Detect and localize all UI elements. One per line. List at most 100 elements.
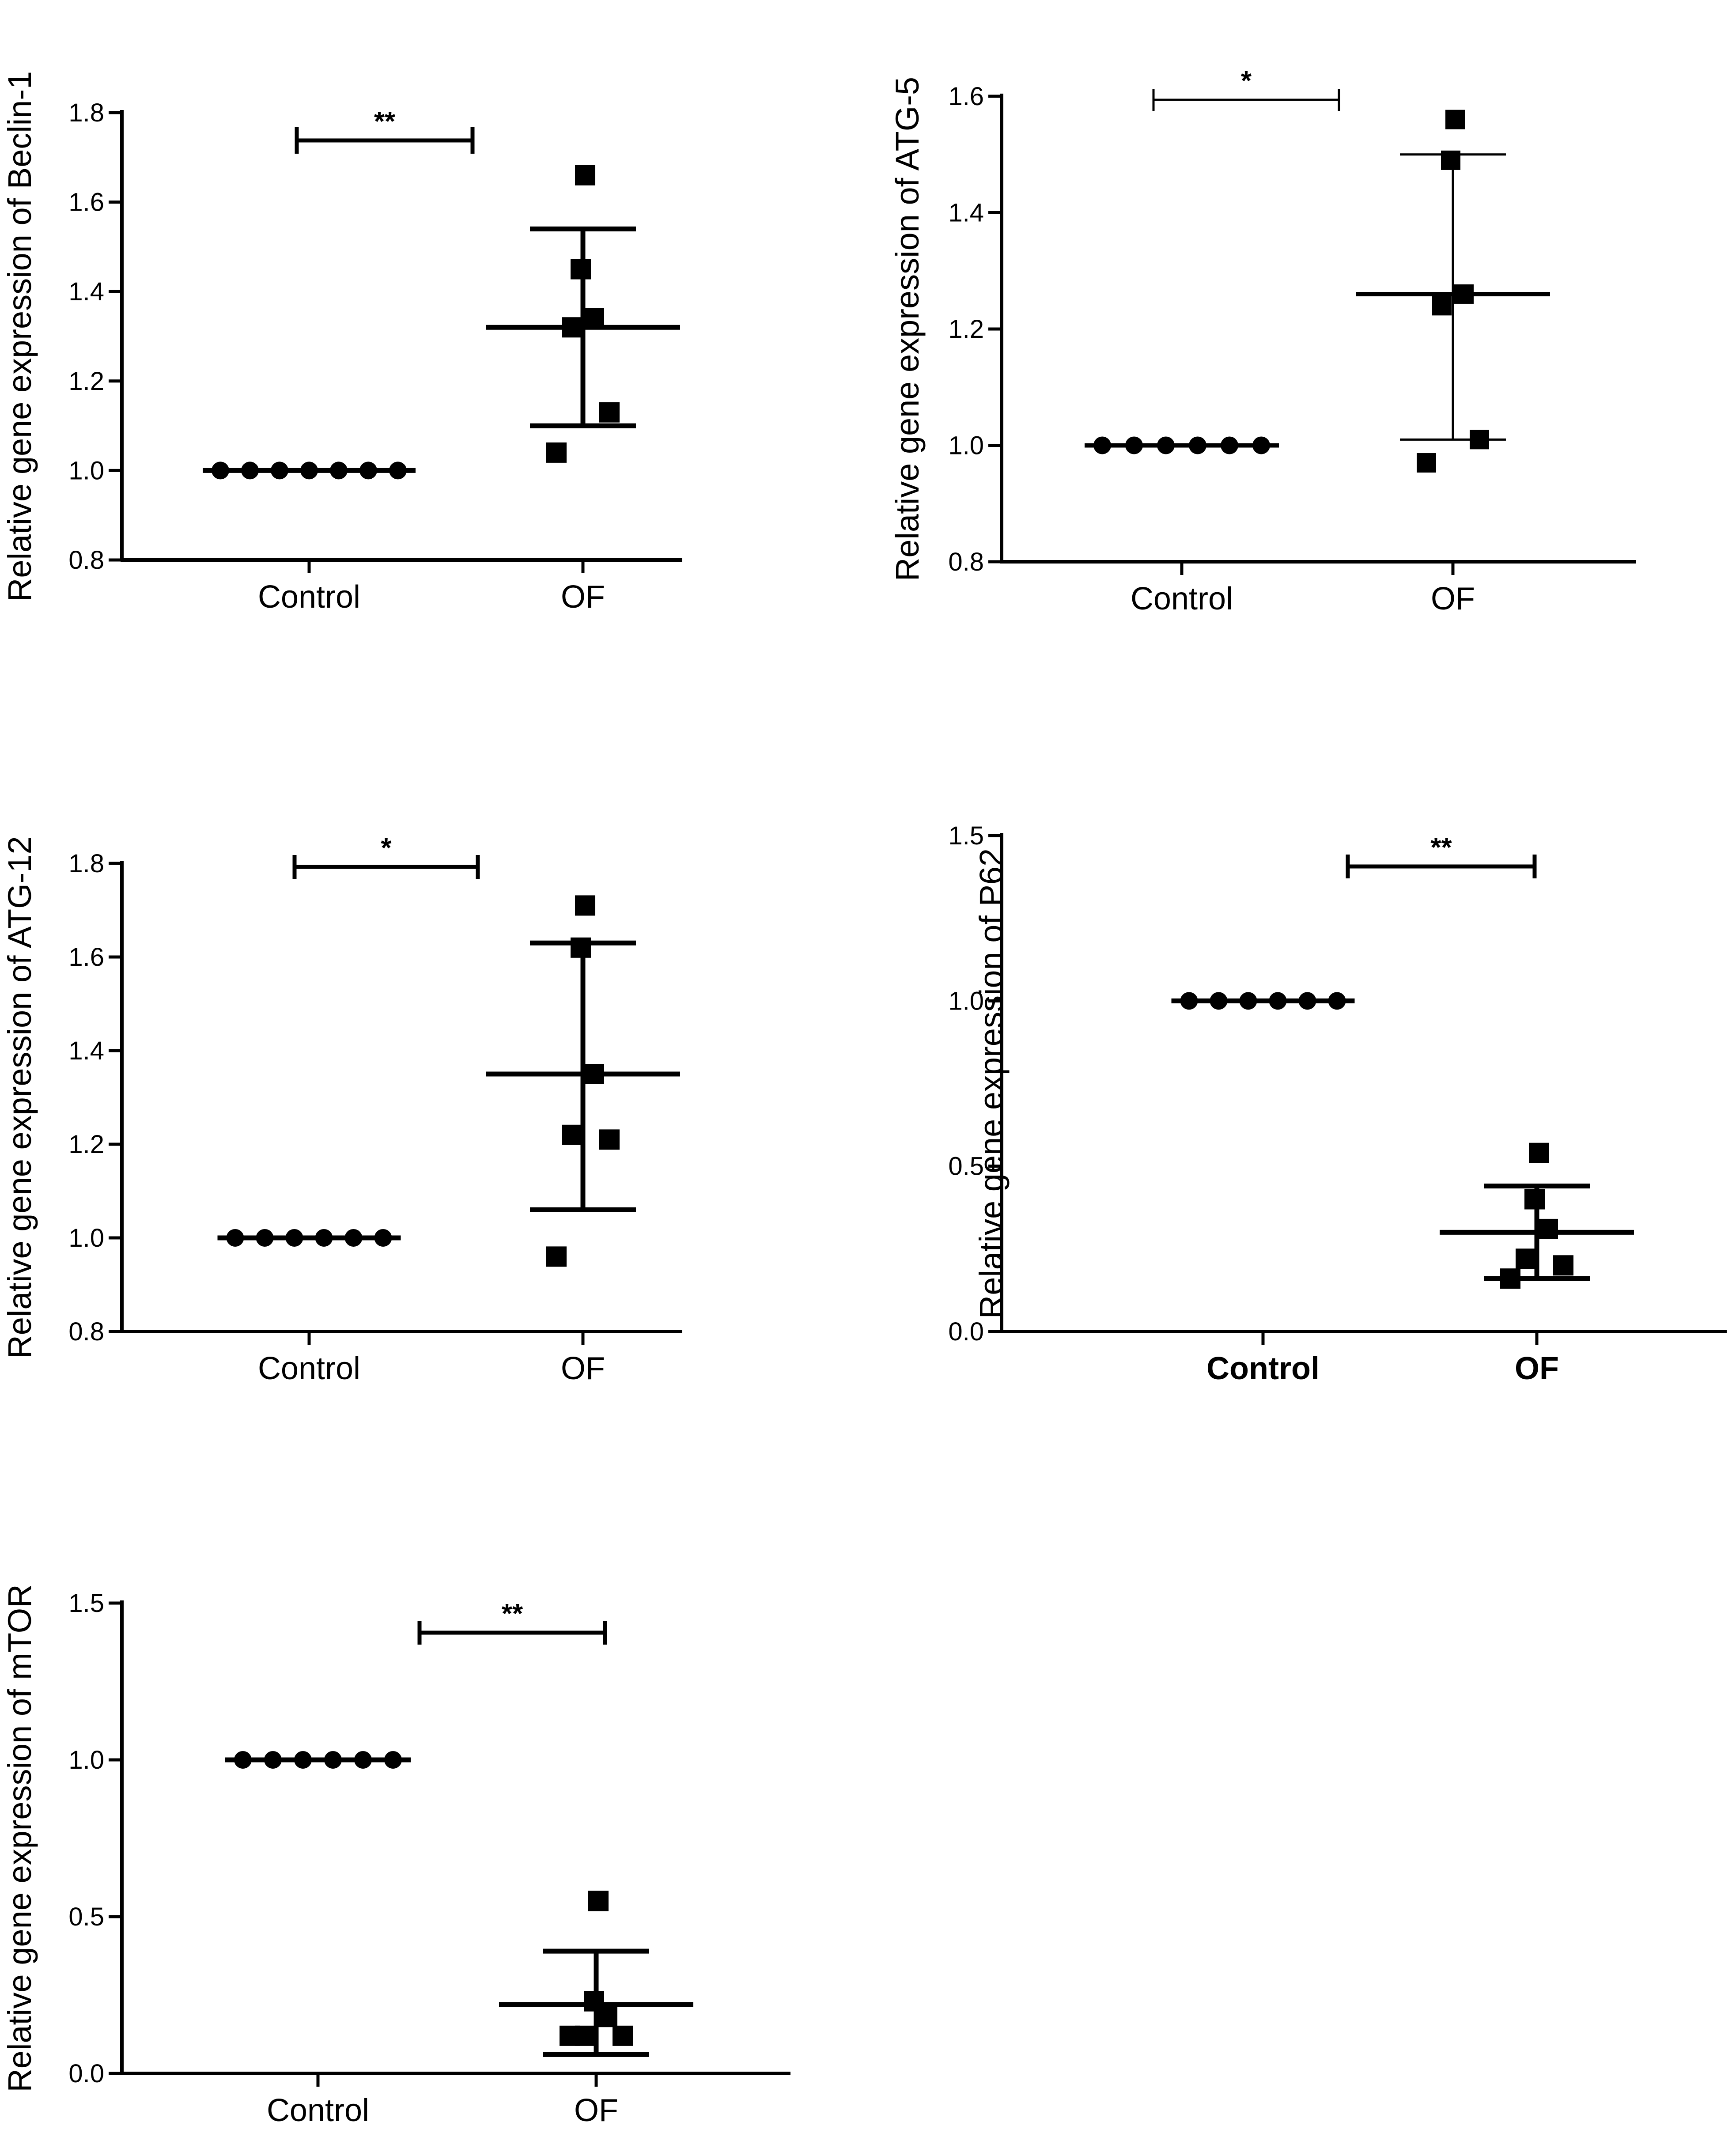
of-point [1516,1248,1536,1269]
y-tick-label: 1.2 [948,315,984,344]
y-axis-label: Relative gene expression of ATG-5 [889,77,926,581]
control-point [389,461,407,480]
chart-4: 0.0 0.5 1.0 1.5 Control OF Relative gene expre… [948,821,1727,1386]
of-point [562,1124,582,1145]
control-point [359,461,377,480]
of-point [571,259,591,280]
of-point [584,1064,604,1084]
x-category-label-of: OF [574,2093,618,2128]
of-point [613,2025,633,2046]
significance-label: ** [374,106,396,137]
y-tick-label: 1.0 [68,1224,104,1252]
x-category-label-control: Control [258,1351,360,1386]
control-point [1210,992,1228,1010]
of-point [571,937,591,958]
of-point [1470,430,1489,450]
y-tick-label: 1.6 [68,943,104,972]
control-point [285,1229,303,1247]
y-tick-label: 1.0 [948,987,984,1015]
control-point [226,1229,244,1247]
y-axis-label: Relative gene expression of ATG-12 [1,836,38,1358]
of-point [546,1246,567,1267]
of-point [1538,1218,1558,1239]
chart-2: 0.8 1.0 1.2 1.4 1.6 Control OF Relative gene ex… [889,66,1636,617]
control-point [264,1751,282,1769]
of-point [562,317,582,338]
of-point [1417,453,1436,473]
control-point [1328,992,1346,1010]
y-tick-label: 0.8 [948,548,984,576]
control-point [1269,992,1287,1010]
control-point [256,1229,274,1247]
y-tick-label: 1.5 [948,821,984,850]
of-point [546,442,567,463]
control-point [1298,992,1316,1010]
chart-5: 0.0 0.5 1.0 1.5 Control OF Relative gene expre… [1,1584,790,2128]
x-category-label-control: Control [1206,1351,1320,1386]
of-point [560,2025,580,2046]
control-point [1180,992,1198,1010]
y-tick-label: 1.0 [948,431,984,460]
y-axis-label: Relative gene expression of mTOR [1,1584,38,2092]
of-point [1432,296,1452,316]
x-category-label-control: Control [258,579,360,615]
of-point [599,402,620,423]
control-point [374,1229,392,1247]
significance-label: ** [502,1599,523,1629]
x-category-label-of: OF [1431,581,1475,617]
of-point [1441,150,1460,170]
x-category-label-control: Control [267,2093,369,2128]
control-point [354,1751,372,1769]
y-tick-label: 1.0 [68,1746,104,1774]
control-point [1252,436,1270,454]
control-point [330,461,348,480]
x-category-label-of: OF [1515,1351,1559,1386]
control-point [1125,436,1143,454]
of-point [575,895,595,916]
y-tick-label: 1.4 [68,277,104,306]
control-point [1093,436,1111,454]
significance-label: * [381,833,392,863]
control-point [384,1751,402,1769]
y-tick-label: 1.4 [948,199,984,227]
y-tick-label: 1.6 [948,82,984,111]
of-point [575,165,595,185]
significance-label: * [1241,66,1252,96]
of-point [1500,1268,1520,1289]
y-tick-label: 0.0 [948,1317,984,1346]
control-point [300,461,318,480]
y-tick-label: 1.2 [68,367,104,396]
control-point [324,1751,342,1769]
of-point [1553,1255,1573,1276]
y-tick-label: 0.0 [68,2059,104,2088]
y-tick-label: 1.5 [68,1589,104,1618]
chart-1: 0.8 1.0 1.2 1.4 1.6 1.8 Control OF Relative gene… [1,71,682,615]
chart-3: 0.8 1.0 1.2 1.4 1.6 1.8 Control OF Relative gene… [1,833,682,1386]
control-point [271,461,288,480]
x-category-label-control: Control [1131,581,1233,617]
control-point [294,1751,312,1769]
y-tick-label: 0.5 [948,1152,984,1181]
y-axis-label: Relative gene expression of Beclin-1 [1,71,38,601]
of-point [597,2007,617,2027]
y-axis-label: Relative gene expression of P62 [973,848,1010,1319]
significance-label: ** [1430,832,1452,863]
of-point [1445,110,1465,129]
of-point [1524,1189,1545,1210]
of-point [599,1129,620,1150]
y-tick-label: 0.8 [68,1317,104,1346]
control-point [241,461,259,480]
of-point [584,308,604,329]
control-point [1239,992,1257,1010]
control-point [1189,436,1206,454]
of-point [1454,284,1474,304]
y-tick-label: 0.5 [68,1903,104,1931]
y-tick-label: 1.8 [68,849,104,878]
of-point [588,1891,609,1911]
y-tick-label: 0.8 [68,546,104,575]
control-point [344,1229,363,1247]
x-category-label-of: OF [561,1351,605,1386]
y-tick-label: 1.4 [68,1036,104,1065]
y-tick-label: 1.6 [68,188,104,217]
